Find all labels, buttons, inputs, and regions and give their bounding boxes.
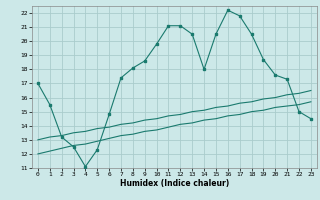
- X-axis label: Humidex (Indice chaleur): Humidex (Indice chaleur): [120, 179, 229, 188]
